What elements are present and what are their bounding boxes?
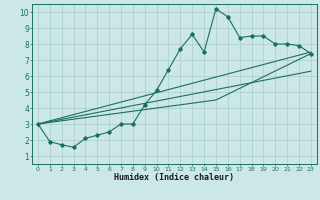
X-axis label: Humidex (Indice chaleur): Humidex (Indice chaleur) (115, 173, 234, 182)
